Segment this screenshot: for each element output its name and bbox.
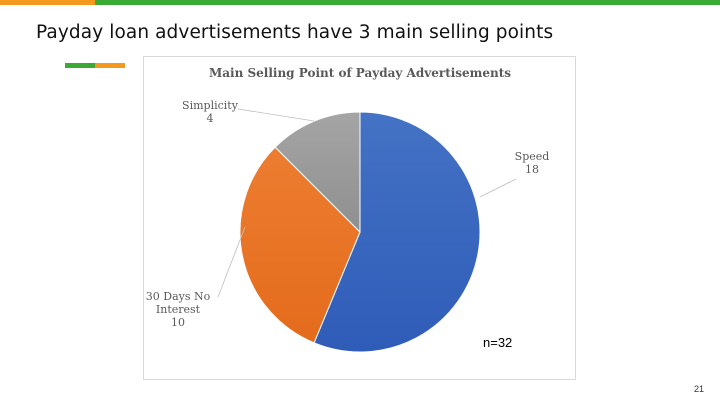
leader-line-speed (479, 178, 517, 198)
top-bar-orange (0, 0, 95, 5)
data-label-simplicity: Simplicity 4 (182, 99, 239, 125)
data-label-30-days-no-interest: 30 Days No Interest 10 (146, 290, 211, 329)
data-label-speed: Speed 18 (515, 150, 550, 176)
chart-title: Main Selling Point of Payday Advertiseme… (209, 66, 511, 80)
title-accent-orange (95, 63, 125, 68)
data-labels: Speed 18 30 Days No Interest 10 Simplicity 4 (146, 99, 550, 329)
leader-line-simplicity (237, 108, 315, 122)
pie-slice-30-days-no-interest (239, 146, 361, 344)
leader-line-30-days-no-interest (217, 226, 246, 298)
title-accent-green (65, 63, 95, 68)
pie-chart: Main Selling Point of Payday Advertiseme… (146, 66, 550, 353)
pie-slice-simplicity (274, 111, 361, 234)
pie-slices (239, 111, 481, 353)
chart-frame: Main Selling Point of Payday Advertiseme… (143, 56, 576, 380)
page-number: 21 (694, 384, 705, 394)
sample-size-note: n=32 (483, 335, 513, 350)
pie-slice-speed (313, 111, 481, 353)
leader-lines (217, 108, 517, 298)
slide-title: Payday loan advertisements have 3 main s… (36, 22, 554, 43)
top-bar-green (95, 0, 720, 5)
